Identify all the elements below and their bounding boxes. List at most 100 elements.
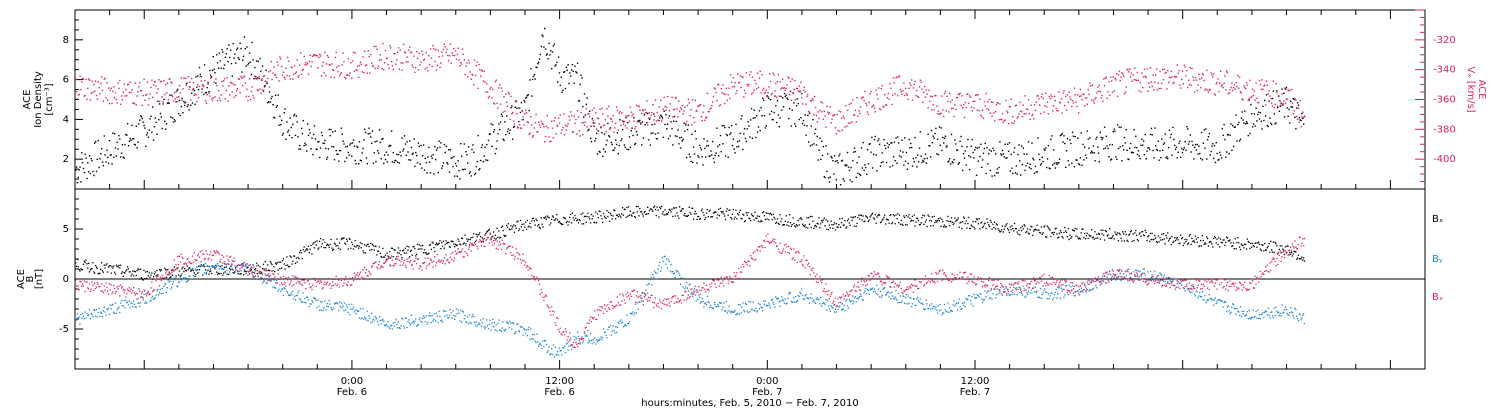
data-point [1041, 156, 1043, 158]
data-point [646, 100, 648, 102]
data-point [120, 272, 123, 275]
data-point [1227, 92, 1230, 95]
data-point [88, 171, 90, 173]
data-point [885, 104, 887, 106]
data-point [1208, 133, 1211, 135]
data-point [1038, 153, 1040, 155]
data-point [1175, 238, 1178, 240]
data-point [313, 53, 316, 56]
data-point [371, 321, 374, 323]
data-point [353, 311, 355, 313]
data-point [1214, 237, 1216, 239]
data-point [549, 224, 551, 226]
data-point [607, 115, 609, 117]
data-point [751, 214, 753, 217]
data-point [343, 61, 345, 63]
data-point [263, 86, 266, 88]
data-point [963, 116, 966, 119]
data-point [410, 146, 413, 149]
data-point [1260, 88, 1262, 91]
data-point [987, 163, 989, 165]
data-point [1206, 158, 1208, 160]
data-point [560, 350, 562, 352]
data-point [782, 106, 785, 108]
data-point [97, 311, 99, 313]
data-point [1257, 113, 1259, 116]
data-point [126, 266, 129, 268]
y-left-axis-label-line: ACE [22, 90, 33, 110]
data-point [1077, 236, 1079, 238]
data-point [839, 130, 841, 132]
data-point [1266, 247, 1268, 249]
data-point [150, 86, 152, 89]
data-point [1030, 225, 1032, 228]
data-point [179, 275, 181, 277]
data-point [452, 240, 454, 243]
data-point [548, 346, 550, 348]
data-point [112, 132, 114, 134]
data-point [479, 68, 481, 71]
data-point [474, 240, 477, 242]
data-point [579, 343, 581, 345]
data-point [787, 98, 789, 101]
data-point [240, 270, 242, 272]
data-point [308, 128, 311, 131]
data-point [1174, 76, 1177, 78]
data-point [617, 321, 619, 323]
data-point [1230, 86, 1232, 89]
data-point [641, 210, 643, 213]
data-point [349, 314, 351, 316]
data-point [877, 214, 879, 217]
data-point [173, 92, 176, 94]
data-point [966, 146, 968, 148]
data-point [304, 297, 306, 300]
data-point [220, 267, 222, 269]
data-point [523, 327, 525, 330]
data-point [126, 84, 129, 86]
data-point [748, 217, 750, 219]
data-point [398, 68, 401, 70]
data-point [200, 80, 202, 82]
data-point [885, 218, 888, 221]
data-point [1184, 141, 1186, 143]
data-point [166, 82, 169, 84]
data-point [423, 169, 426, 171]
data-point [315, 148, 317, 150]
data-point [742, 213, 744, 215]
data-point [737, 145, 740, 148]
data-point [1299, 119, 1301, 121]
data-point [956, 97, 959, 99]
data-point [454, 318, 456, 320]
data-point [616, 326, 618, 328]
data-point [615, 143, 618, 146]
data-point [827, 111, 829, 113]
data-point [1252, 245, 1255, 247]
data-point [1138, 233, 1140, 235]
data-point [683, 122, 685, 124]
data-point [660, 120, 663, 122]
data-point [641, 121, 644, 123]
data-point [708, 111, 710, 113]
data-point [298, 289, 300, 292]
data-point [485, 91, 487, 93]
data-point [417, 69, 420, 71]
data-point [353, 245, 355, 247]
data-point [1208, 241, 1210, 244]
data-point [226, 269, 228, 271]
data-point [185, 83, 188, 85]
data-point [576, 220, 578, 222]
data-point [103, 78, 105, 80]
data-point [336, 153, 338, 155]
data-point [1162, 233, 1165, 235]
data-point [935, 127, 937, 130]
data-point [449, 149, 452, 151]
data-point [1294, 97, 1296, 100]
data-point [261, 273, 263, 275]
data-point [1070, 237, 1072, 239]
data-point [879, 165, 882, 167]
data-point [1123, 240, 1126, 242]
data-point [647, 213, 650, 215]
data-point [214, 266, 216, 269]
data-point [343, 143, 345, 145]
data-point [571, 131, 574, 133]
